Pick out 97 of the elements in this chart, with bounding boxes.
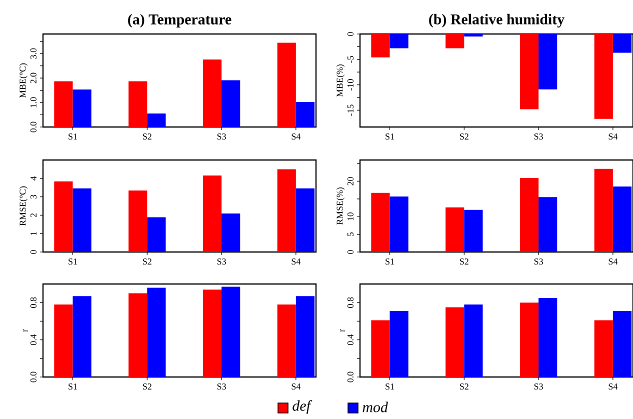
bar bbox=[538, 197, 558, 252]
bar bbox=[128, 190, 148, 252]
y-tick-label: 1 bbox=[30, 232, 36, 236]
bar bbox=[72, 188, 92, 252]
y-axis-title: RMSE(°C) bbox=[19, 186, 28, 226]
y-tick-label: -15 bbox=[347, 104, 354, 116]
x-tick-label: S1 bbox=[386, 134, 394, 140]
bar bbox=[147, 114, 166, 127]
bar bbox=[594, 168, 613, 252]
bar bbox=[390, 196, 408, 252]
x-tick-label: S2 bbox=[460, 258, 468, 265]
y-tick-label: 10 bbox=[347, 212, 354, 220]
x-tick-label: S3 bbox=[534, 384, 543, 390]
bar bbox=[296, 188, 315, 252]
x-tick-label: S2 bbox=[460, 384, 468, 390]
y-tick-label: -5 bbox=[348, 56, 354, 63]
bar bbox=[222, 286, 240, 377]
bar bbox=[128, 293, 148, 377]
y-tick-label: 0 bbox=[347, 250, 354, 254]
x-tick-label: S4 bbox=[608, 258, 618, 265]
x-tick-label: S4 bbox=[292, 134, 301, 140]
bar bbox=[371, 192, 390, 252]
x-tick-label: S3 bbox=[217, 258, 226, 265]
y-tick-label: 0 bbox=[30, 250, 36, 254]
bar bbox=[202, 59, 222, 127]
bar bbox=[594, 320, 613, 377]
x-tick-label: S1 bbox=[386, 384, 394, 390]
x-tick-label: S3 bbox=[217, 384, 226, 390]
bar bbox=[612, 186, 632, 252]
x-tick-label: S4 bbox=[292, 384, 301, 390]
legend-label: mod bbox=[362, 402, 388, 412]
y-axis-title: MBE(°C) bbox=[19, 63, 28, 98]
bar bbox=[612, 310, 632, 377]
bar bbox=[446, 307, 464, 377]
x-tick-label: S1 bbox=[386, 258, 394, 265]
bar bbox=[277, 169, 296, 252]
x-tick-label: S3 bbox=[534, 134, 543, 140]
bar bbox=[464, 304, 483, 377]
x-tick-label: S3 bbox=[217, 134, 226, 140]
x-tick-label: S4 bbox=[608, 384, 618, 390]
y-tick-label: 0.0 bbox=[347, 372, 354, 382]
bar bbox=[520, 178, 539, 252]
bar bbox=[54, 304, 73, 377]
y-axis-title: RMSE(%) bbox=[336, 187, 345, 225]
bar bbox=[222, 80, 240, 127]
x-tick-label: S2 bbox=[143, 384, 152, 390]
y-tick-label: 2.0 bbox=[30, 72, 36, 84]
bar bbox=[72, 296, 92, 377]
x-tick-label: S2 bbox=[143, 258, 152, 265]
y-tick-label: 3.0 bbox=[30, 48, 36, 59]
bar bbox=[222, 214, 240, 252]
y-tick-label: 0 bbox=[347, 32, 354, 36]
y-axis-title: r bbox=[340, 329, 345, 332]
y-tick-label: 3 bbox=[30, 194, 36, 199]
y-axis-title: MBE(%) bbox=[336, 64, 345, 97]
bar bbox=[538, 298, 558, 377]
y-tick-label: 5 bbox=[348, 232, 354, 236]
bar bbox=[277, 304, 296, 377]
bar bbox=[128, 81, 148, 127]
bar bbox=[72, 90, 92, 127]
y-tick-label: 0.0 bbox=[30, 122, 36, 132]
y-tick-label: 0.0 bbox=[30, 372, 36, 382]
y-tick-label: -10 bbox=[347, 79, 354, 90]
x-tick-label: S1 bbox=[68, 384, 77, 390]
x-tick-label: S2 bbox=[460, 134, 468, 140]
y-tick-label: 0.4 bbox=[30, 334, 36, 346]
y-tick-label: 0.4 bbox=[347, 334, 354, 346]
y-tick-label: 1.0 bbox=[30, 97, 36, 108]
y-tick-label: 4 bbox=[30, 176, 36, 180]
bar bbox=[54, 181, 73, 252]
bar bbox=[202, 290, 222, 377]
x-tick-label: S2 bbox=[143, 134, 152, 140]
bar bbox=[371, 320, 390, 377]
bar bbox=[147, 288, 166, 377]
x-tick-label: S1 bbox=[68, 258, 77, 265]
bar bbox=[464, 210, 483, 252]
bar bbox=[147, 217, 166, 252]
y-tick-label: 0.8 bbox=[30, 297, 36, 308]
bar bbox=[296, 296, 315, 377]
legend-label: def bbox=[292, 400, 312, 414]
y-axis-title: r bbox=[23, 329, 28, 332]
x-tick-label: S1 bbox=[68, 134, 77, 140]
y-tick-label: 2 bbox=[30, 213, 36, 218]
y-tick-label: 0.8 bbox=[347, 297, 354, 308]
bar bbox=[446, 207, 464, 252]
x-tick-label: S4 bbox=[292, 258, 301, 265]
bar bbox=[202, 175, 222, 252]
bar bbox=[390, 310, 408, 377]
chart-title: (b) Relative humidity bbox=[429, 14, 564, 28]
x-tick-label: S4 bbox=[608, 134, 618, 140]
bar bbox=[296, 102, 315, 127]
y-tick-label: 20 bbox=[347, 177, 354, 186]
bar bbox=[54, 81, 73, 127]
bar bbox=[520, 302, 539, 377]
chart-title: (a) Temperature bbox=[128, 14, 232, 28]
bar bbox=[277, 42, 296, 127]
x-tick-label: S3 bbox=[534, 258, 543, 265]
